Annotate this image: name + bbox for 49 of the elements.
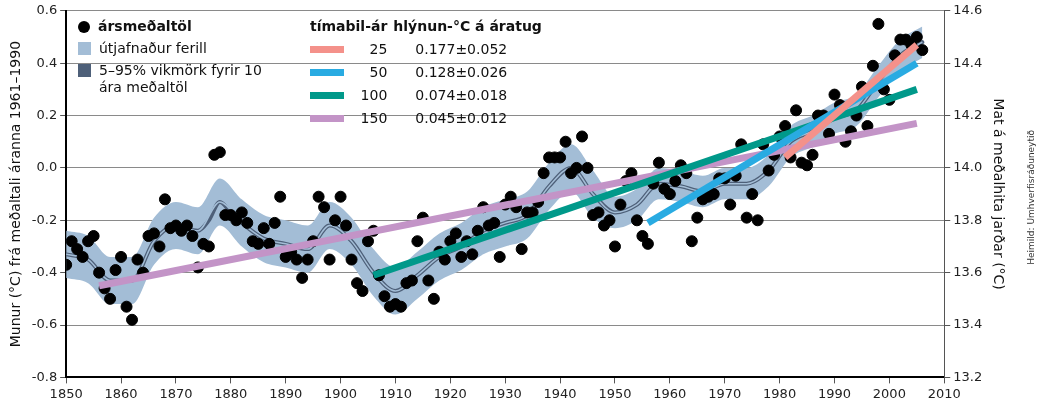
- x-tick-label: 1970: [708, 385, 742, 401]
- y2-tick-label: 13.4: [953, 316, 983, 332]
- legend-label: 150: [359, 110, 388, 127]
- y-tick-label: -0.8: [31, 368, 58, 384]
- y2-tick-label: 14.6: [953, 2, 983, 18]
- legend-label: 50: [368, 64, 388, 81]
- y-tick-label: 0.0: [36, 159, 58, 175]
- y2-axis-title: Mat á meðalhita jarðar (°C): [990, 98, 1007, 290]
- y2-tick-label: 13.2: [953, 368, 983, 384]
- y2-tick-label: 13.8: [953, 211, 983, 227]
- y2-tick-label: 14.4: [953, 54, 983, 70]
- annotation: 0.074±0.018: [414, 87, 509, 104]
- legend-label: 5–95% vikmörk fyrir 10 ára meðaltöl: [99, 62, 263, 96]
- y-tick-label: -0.2: [31, 211, 58, 227]
- y2-tick-label: 14.2: [953, 106, 983, 122]
- annotation: 0.045±0.012: [414, 110, 509, 127]
- y-tick-label: -0.6: [31, 316, 58, 332]
- annotation: hlýnun-°C á áratug: [393, 18, 542, 35]
- legend-label: útjafnaður ferill: [99, 40, 207, 57]
- legend-label: ársmeðaltöl: [98, 18, 192, 35]
- annotation: 0.177±0.052: [414, 41, 509, 58]
- y-tick-label: 0.6: [36, 2, 58, 18]
- x-tick-label: 1850: [49, 385, 83, 401]
- legend-label: 25: [368, 41, 388, 58]
- x-tick-label: 1930: [488, 385, 522, 401]
- x-tick-label: 1980: [763, 385, 797, 401]
- x-tick-label: 2010: [927, 385, 961, 401]
- y-tick-label: -0.4: [31, 264, 58, 280]
- annotation: 0.128±0.026: [414, 64, 509, 81]
- x-tick-label: 1920: [433, 385, 467, 401]
- y-axis-title: Munur (°C) frá meðaltali áranna 1961–1990: [7, 40, 24, 348]
- x-tick-label: 1880: [214, 385, 248, 401]
- x-tick-label: 1990: [817, 385, 852, 401]
- x-tick-label: 1940: [543, 385, 577, 401]
- x-tick-label: 1960: [653, 385, 687, 401]
- y-tick-label: 0.2: [36, 106, 58, 122]
- y-tick-label: 0.4: [36, 54, 58, 70]
- legend-title: tímabil-ár: [310, 18, 388, 35]
- x-tick-label: 2000: [872, 385, 906, 401]
- legend-label: 100: [359, 87, 388, 104]
- x-tick-label: 1860: [104, 385, 138, 401]
- y2-tick-label: 13.6: [953, 264, 983, 280]
- y2-tick-label: 14.0: [953, 159, 983, 175]
- x-tick-label: 1900: [324, 385, 358, 401]
- x-tick-label: 1950: [598, 385, 632, 401]
- x-tick-label: 1870: [159, 385, 193, 401]
- x-tick-label: 1890: [269, 385, 303, 401]
- text: Heimild: Umhverfisráðuneytið: [1026, 130, 1036, 265]
- x-tick-label: 1910: [378, 385, 412, 401]
